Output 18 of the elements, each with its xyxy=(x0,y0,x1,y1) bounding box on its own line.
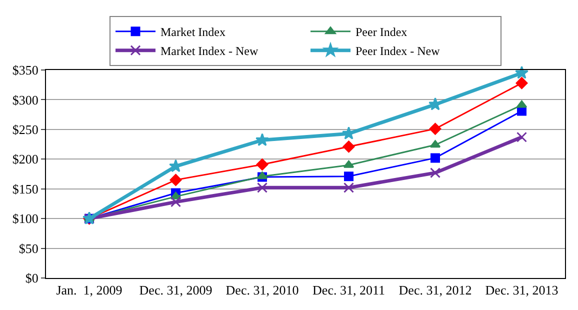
y-tick-label: $300 xyxy=(12,92,38,108)
legend-label: Peer Index - New xyxy=(356,44,440,58)
y-tick-label: $350 xyxy=(12,62,38,78)
y-tick-label: $250 xyxy=(12,122,38,137)
y-tick-label: $50 xyxy=(18,240,38,256)
x-tick-label: Dec. 31, 2010 xyxy=(226,282,299,298)
y-tick-label: $200 xyxy=(12,152,38,167)
x-tick-label: Dec. 31, 2012 xyxy=(398,282,472,298)
y-tick-label: $150 xyxy=(12,181,38,196)
legend-label: Peer Index xyxy=(356,25,408,40)
x-tick-label: Dec. 31, 2013 xyxy=(485,282,558,298)
y-tick-label: $0 xyxy=(25,270,38,286)
x-tick-label: Dec. 31, 2011 xyxy=(312,282,385,298)
legend-label: Market Index - New xyxy=(160,44,258,58)
y-tick-label: $100 xyxy=(12,211,38,226)
x-tick-label: Jan. 1, 2009 xyxy=(56,282,122,298)
x-tick-label: Dec. 31, 2009 xyxy=(139,282,212,298)
legend-label: Market Index xyxy=(160,25,226,40)
